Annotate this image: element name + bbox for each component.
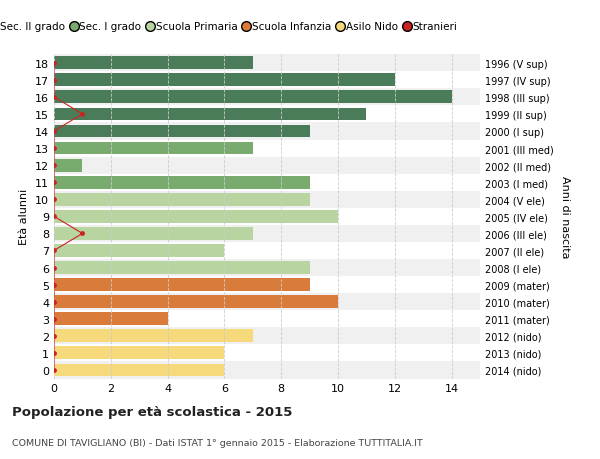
Text: COMUNE DI TAVIGLIANO (BI) - Dati ISTAT 1° gennaio 2015 - Elaborazione TUTTITALIA: COMUNE DI TAVIGLIANO (BI) - Dati ISTAT 1… (12, 438, 423, 447)
Bar (54, 106, 480, 123)
Legend: Sec. II grado, Sec. I grado, Scuola Primaria, Scuola Infanzia, Asilo Nido, Stran: Sec. II grado, Sec. I grado, Scuola Prim… (0, 18, 461, 37)
Bar (54, 108, 367, 121)
Y-axis label: Anni di nascita: Anni di nascita (560, 176, 570, 258)
Bar (54, 55, 480, 72)
Bar (54, 296, 338, 308)
Bar (54, 347, 224, 359)
Bar (54, 157, 480, 174)
Text: Popolazione per età scolastica - 2015: Popolazione per età scolastica - 2015 (12, 405, 292, 419)
Bar (54, 89, 480, 106)
Bar (54, 225, 480, 242)
Bar (54, 91, 452, 104)
Bar (54, 313, 167, 325)
Bar (54, 276, 480, 293)
Bar (54, 159, 82, 172)
Bar (54, 191, 480, 208)
Bar (54, 242, 480, 259)
Bar (54, 328, 480, 345)
Bar (54, 142, 253, 155)
Bar (54, 72, 480, 89)
Bar (54, 364, 224, 376)
Bar (54, 293, 480, 311)
Bar (54, 57, 253, 70)
Bar (54, 345, 480, 362)
Bar (54, 174, 480, 191)
Y-axis label: Età alunni: Età alunni (19, 189, 29, 245)
Bar (54, 208, 480, 225)
Bar (54, 330, 253, 342)
Bar (54, 193, 310, 206)
Bar (54, 140, 480, 157)
Bar (54, 245, 224, 257)
Bar (54, 311, 480, 328)
Bar (54, 262, 310, 274)
Bar (54, 211, 338, 223)
Bar (54, 176, 310, 189)
Bar (54, 228, 253, 241)
Bar (54, 125, 310, 138)
Bar (54, 74, 395, 87)
Bar (54, 259, 480, 276)
Bar (54, 123, 480, 140)
Bar (54, 279, 310, 291)
Bar (54, 362, 480, 379)
